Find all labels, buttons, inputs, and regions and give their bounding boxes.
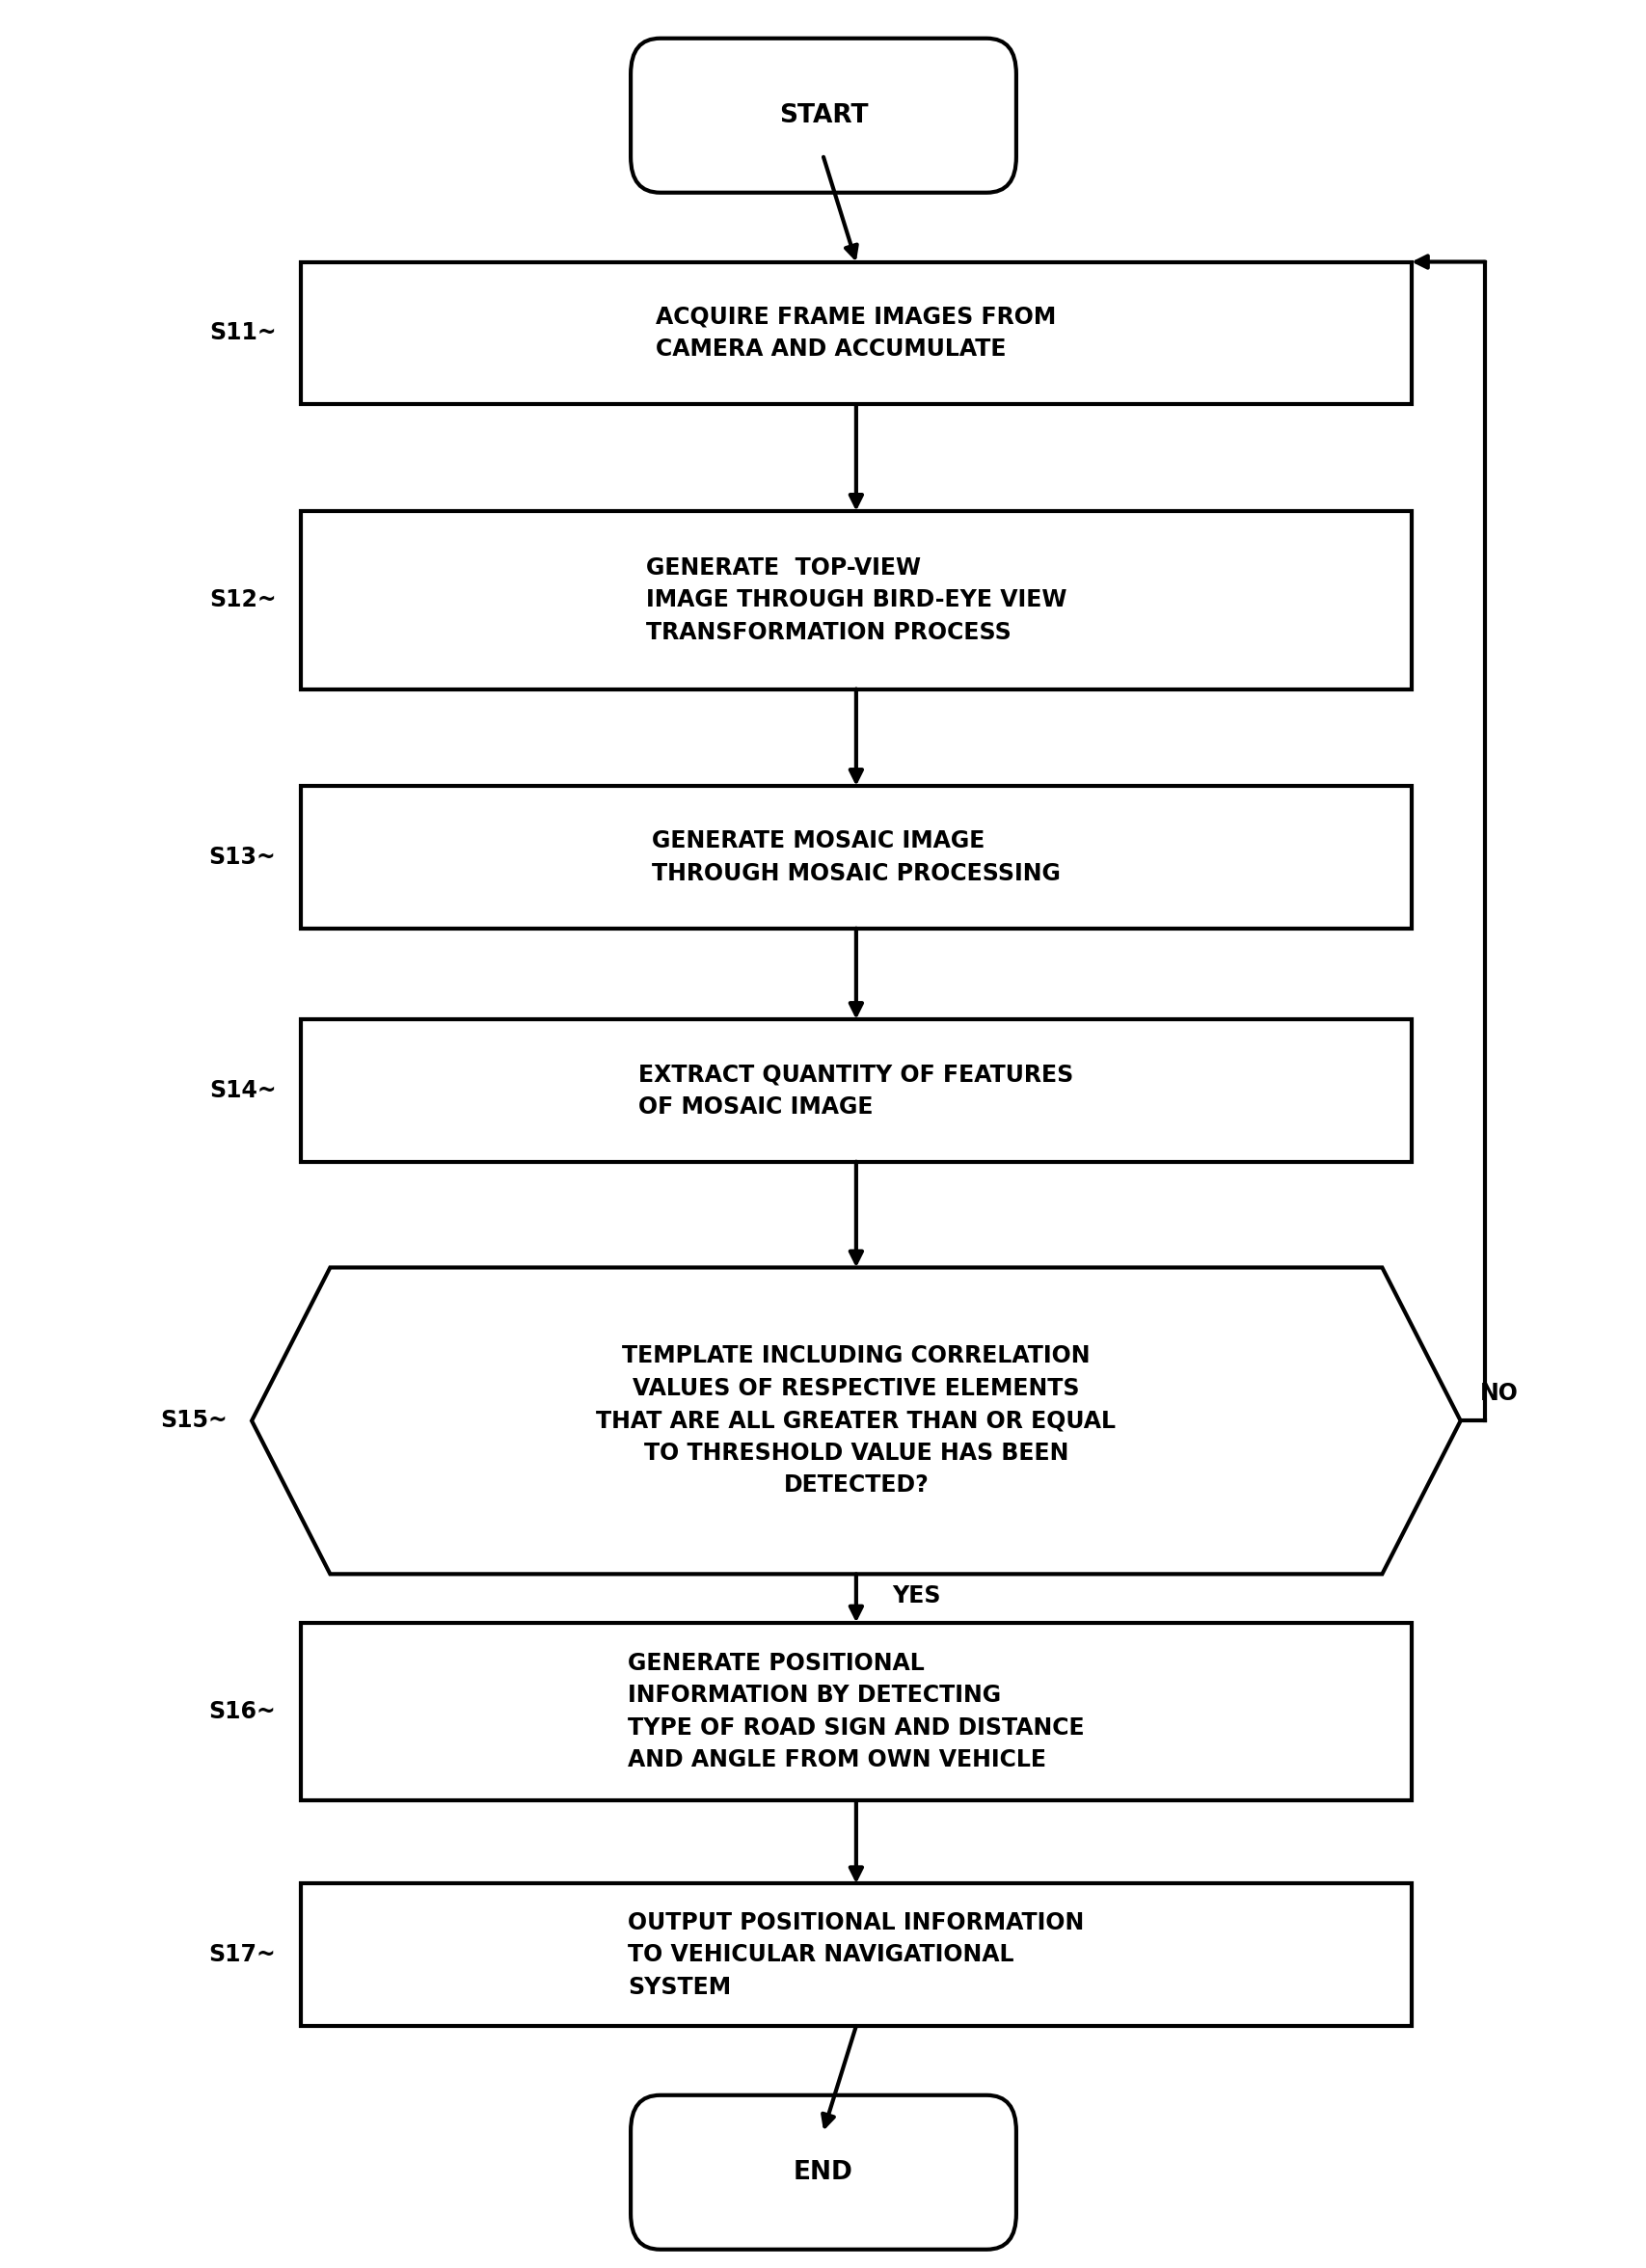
Text: GENERATE MOSAIC IMAGE
THROUGH MOSAIC PROCESSING: GENERATE MOSAIC IMAGE THROUGH MOSAIC PRO… <box>652 830 1060 885</box>
Text: END: END <box>793 2159 853 2184</box>
Text: NO: NO <box>1480 1381 1518 1404</box>
Text: S17~: S17~ <box>209 1944 277 1966</box>
Text: S11~: S11~ <box>209 322 277 345</box>
FancyBboxPatch shape <box>301 261 1411 404</box>
Text: S16~: S16~ <box>209 1701 277 1724</box>
FancyBboxPatch shape <box>301 787 1411 928</box>
FancyBboxPatch shape <box>301 1622 1411 1801</box>
Text: S14~: S14~ <box>209 1080 277 1102</box>
Text: OUTPUT POSITIONAL INFORMATION
TO VEHICULAR NAVIGATIONAL
SYSTEM: OUTPUT POSITIONAL INFORMATION TO VEHICUL… <box>627 1912 1083 1998</box>
FancyBboxPatch shape <box>301 1018 1411 1161</box>
Text: S15~: S15~ <box>160 1408 227 1433</box>
Text: TEMPLATE INCLUDING CORRELATION
VALUES OF RESPECTIVE ELEMENTS
THAT ARE ALL GREATE: TEMPLATE INCLUDING CORRELATION VALUES OF… <box>596 1345 1116 1497</box>
Text: EXTRACT QUANTITY OF FEATURES
OF MOSAIC IMAGE: EXTRACT QUANTITY OF FEATURES OF MOSAIC I… <box>639 1064 1073 1118</box>
Polygon shape <box>252 1268 1460 1574</box>
Text: START: START <box>779 102 867 127</box>
Text: YES: YES <box>892 1583 940 1608</box>
Text: ACQUIRE FRAME IMAGES FROM
CAMERA AND ACCUMULATE: ACQUIRE FRAME IMAGES FROM CAMERA AND ACC… <box>655 306 1055 361</box>
Text: S12~: S12~ <box>209 587 277 612</box>
FancyBboxPatch shape <box>630 39 1016 193</box>
Text: GENERATE  TOP-VIEW
IMAGE THROUGH BIRD-EYE VIEW
TRANSFORMATION PROCESS: GENERATE TOP-VIEW IMAGE THROUGH BIRD-EYE… <box>645 556 1067 644</box>
Text: GENERATE POSITIONAL
INFORMATION BY DETECTING
TYPE OF ROAD SIGN AND DISTANCE
AND : GENERATE POSITIONAL INFORMATION BY DETEC… <box>627 1651 1083 1771</box>
FancyBboxPatch shape <box>301 1882 1411 2025</box>
Text: S13~: S13~ <box>209 846 277 869</box>
FancyBboxPatch shape <box>301 510 1411 689</box>
FancyBboxPatch shape <box>630 2096 1016 2250</box>
